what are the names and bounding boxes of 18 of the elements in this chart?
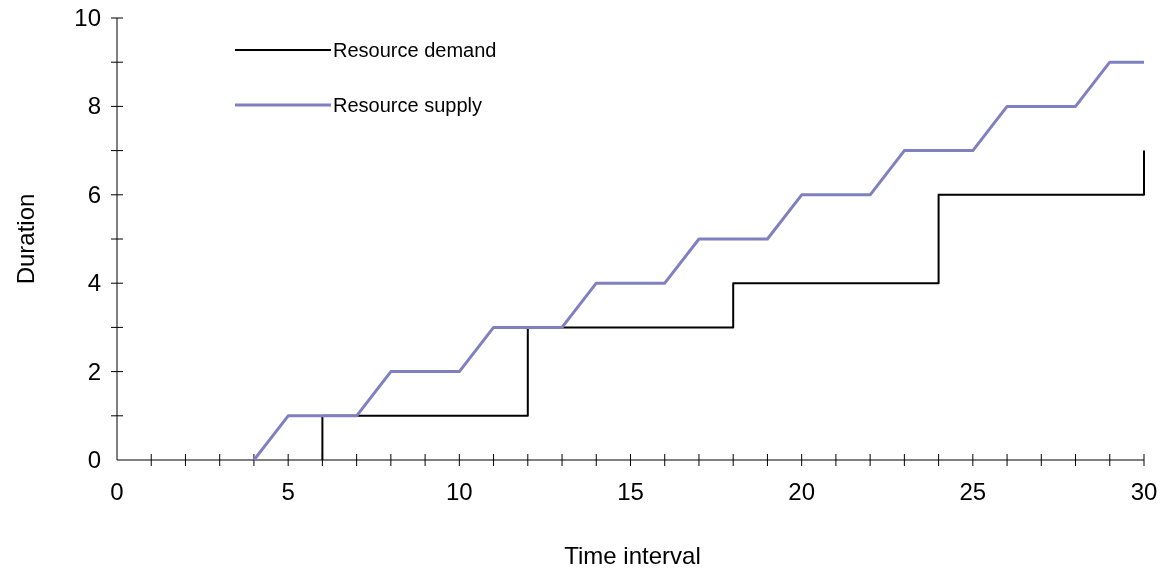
x-tick-label: 30: [1130, 478, 1158, 505]
x-tick-label: 25: [959, 478, 987, 505]
line-series: [252, 60, 1146, 462]
y-tick-label: 2: [87, 357, 101, 385]
x-tick-label: 0: [110, 478, 124, 505]
y-tick-label: 0: [87, 446, 101, 473]
x-axis-title: Time interval: [564, 542, 701, 569]
legend-label: Resource demand: [333, 39, 497, 61]
legend-label: Resource supply: [333, 94, 482, 116]
y-tick-label: 10: [74, 4, 101, 31]
x-tick-label: 10: [445, 478, 473, 505]
x-tick-label: 5: [281, 478, 295, 505]
y-tick-label: 6: [87, 180, 101, 208]
x-tick-label: 15: [617, 478, 644, 505]
x-tick-label: 20: [788, 478, 816, 505]
y-tick-label: 4: [87, 269, 101, 297]
y-tick-label: 8: [87, 92, 101, 120]
y-axis-title: Duration: [12, 193, 39, 285]
